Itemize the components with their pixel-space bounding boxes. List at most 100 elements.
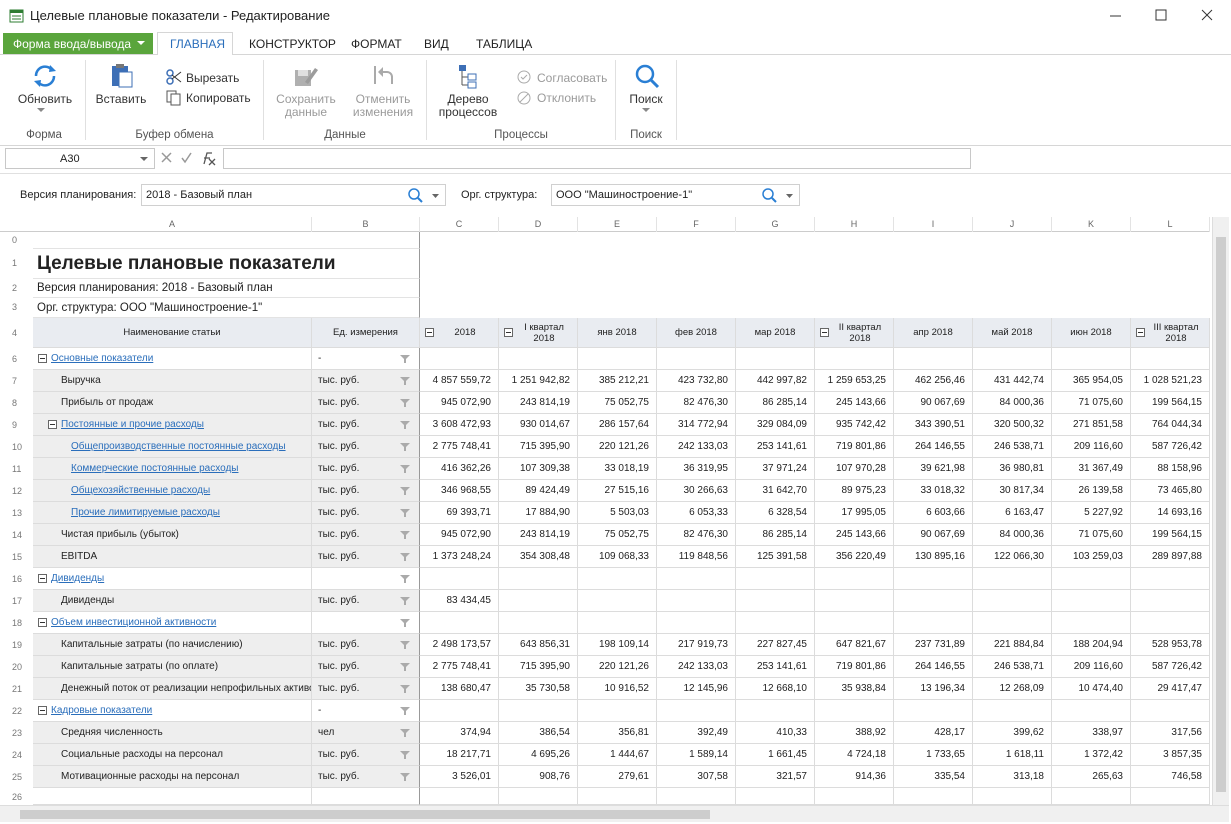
group-separator xyxy=(615,60,616,140)
filter-icon[interactable] xyxy=(400,729,410,738)
form-button[interactable]: Форма ввода/вывода xyxy=(3,33,153,54)
vertical-scrollbar[interactable] xyxy=(1212,217,1229,805)
filter-icon[interactable] xyxy=(400,399,410,408)
unit-cell: тыс. руб. xyxy=(312,436,420,458)
filter-select[interactable]: 2018 - Базовый план xyxy=(141,184,446,206)
value: 286 157,64 xyxy=(598,419,649,430)
filter-icon[interactable] xyxy=(400,509,410,518)
value: 31 642,70 xyxy=(762,485,808,496)
window-controls[interactable] xyxy=(1100,6,1225,26)
copy-button[interactable]: Копировать xyxy=(186,91,251,105)
value: 107 970,28 xyxy=(835,463,886,474)
filter-icon[interactable] xyxy=(400,663,410,672)
value-cell: 329 084,09 xyxy=(736,414,815,436)
ribbon-tab[interactable]: КОНСТРУКТОР xyxy=(249,37,336,51)
value-cell: 209 116,60 xyxy=(1052,436,1131,458)
period-header: фев 2018 xyxy=(657,318,736,348)
value: 217 919,73 xyxy=(677,639,728,650)
column-header-bar xyxy=(0,217,1210,232)
save-button[interactable]: Сохранить данные xyxy=(276,92,336,119)
value: 1 661,45 xyxy=(768,749,807,760)
value: 399,62 xyxy=(1013,727,1044,738)
expander xyxy=(504,328,513,337)
value-cell: 84 000,36 xyxy=(973,524,1052,546)
item-cell: Постоянные и прочие расходы xyxy=(33,414,312,436)
value: 279,61 xyxy=(618,771,649,782)
value: 27 515,16 xyxy=(604,485,650,496)
filter-select[interactable]: ООО "Машиностроение-1" xyxy=(551,184,800,206)
filter-icon[interactable] xyxy=(400,619,410,628)
filter-icon[interactable] xyxy=(400,531,410,540)
column-header: L xyxy=(1131,217,1210,232)
value-cell: 237 731,89 xyxy=(894,634,973,656)
filter-icon[interactable] xyxy=(400,575,410,584)
value-cell: 89 424,49 xyxy=(499,480,578,502)
scroll-thumb[interactable] xyxy=(20,810,710,819)
value-cell: 313,18 xyxy=(973,766,1052,788)
group-separator xyxy=(263,60,264,140)
cell-reference[interactable]: A30 xyxy=(5,148,155,169)
value-cell: 643 856,31 xyxy=(499,634,578,656)
ribbon-tab[interactable]: ТАБЛИЦА xyxy=(476,37,533,51)
unit-cell: тыс. руб. xyxy=(312,744,420,766)
filter-icon[interactable] xyxy=(400,465,410,474)
value-cell: 198 109,14 xyxy=(578,634,657,656)
filter-icon[interactable] xyxy=(400,773,410,782)
value-cell: 243 814,19 xyxy=(499,392,578,414)
value-cell: 12 268,09 xyxy=(973,678,1052,700)
value-cell: 109 068,33 xyxy=(578,546,657,568)
row-number: 10 xyxy=(12,442,23,452)
process-tree-button[interactable]: Дерево процессов xyxy=(438,92,498,119)
filter-icon[interactable] xyxy=(400,685,410,694)
value-cell xyxy=(1052,788,1131,805)
ribbon-tab[interactable]: ФОРМАТ xyxy=(351,37,402,51)
value-cell: 528 953,78 xyxy=(1131,634,1210,656)
cut-button[interactable]: Вырезать xyxy=(186,71,240,85)
value: 4 857 559,72 xyxy=(432,375,491,386)
filter-icon[interactable] xyxy=(400,443,410,452)
header-cell: Наименование статьи xyxy=(33,318,312,348)
ribbon-tab[interactable]: ВИД xyxy=(424,37,449,51)
value-cell: 253 141,61 xyxy=(736,436,815,458)
approve-button[interactable]: Согласовать xyxy=(537,71,608,85)
filter-icon[interactable] xyxy=(400,597,410,606)
value-cell: 103 259,03 xyxy=(1052,546,1131,568)
value: 13 196,34 xyxy=(920,683,966,694)
value-cell: 587 726,42 xyxy=(1131,656,1210,678)
filter-value: ООО "Машиностроение-1" xyxy=(556,189,693,201)
value-cell: 386,54 xyxy=(499,722,578,744)
value-cell xyxy=(1052,612,1131,634)
filter-icon[interactable] xyxy=(400,487,410,496)
filter-icon[interactable] xyxy=(400,751,410,760)
value: 2 775 748,41 xyxy=(432,661,491,672)
period-header-text: апр 2018 xyxy=(913,327,953,338)
value: 385 212,21 xyxy=(598,375,649,386)
reject-button[interactable]: Отклонить xyxy=(537,91,597,105)
filter-icon[interactable] xyxy=(400,641,410,650)
value-cell: 31 367,49 xyxy=(1052,458,1131,480)
value-cell: 199 564,15 xyxy=(1131,524,1210,546)
search-button[interactable]: Поиск xyxy=(629,92,663,106)
period-header: III квартал 2018 xyxy=(1131,318,1210,348)
formula-icons[interactable] xyxy=(160,150,222,166)
formula-input[interactable] xyxy=(223,148,971,169)
filter-icon[interactable] xyxy=(400,553,410,562)
value-cell: 71 075,60 xyxy=(1052,524,1131,546)
undo-button[interactable]: Отменить изменения xyxy=(352,92,414,119)
filter-icon[interactable] xyxy=(400,355,410,364)
scroll-thumb[interactable] xyxy=(1216,237,1226,792)
value-cell xyxy=(420,788,499,805)
value-cell: 138 680,47 xyxy=(420,678,499,700)
ribbon-tab[interactable]: ГЛАВНАЯ xyxy=(170,37,226,51)
filter-icon[interactable] xyxy=(400,707,410,716)
value-cell: 73 465,80 xyxy=(1131,480,1210,502)
value-cell: 1 373 248,24 xyxy=(420,546,499,568)
horizontal-scrollbar[interactable] xyxy=(0,805,1229,822)
refresh-button[interactable]: Обновить xyxy=(17,92,73,106)
value: 242 133,03 xyxy=(677,661,728,672)
paste-button[interactable]: Вставить xyxy=(95,92,147,106)
value-cell: 209 116,60 xyxy=(1052,656,1131,678)
filter-icon[interactable] xyxy=(400,421,410,430)
value: 1 259 653,25 xyxy=(827,375,886,386)
filter-icon[interactable] xyxy=(400,377,410,386)
